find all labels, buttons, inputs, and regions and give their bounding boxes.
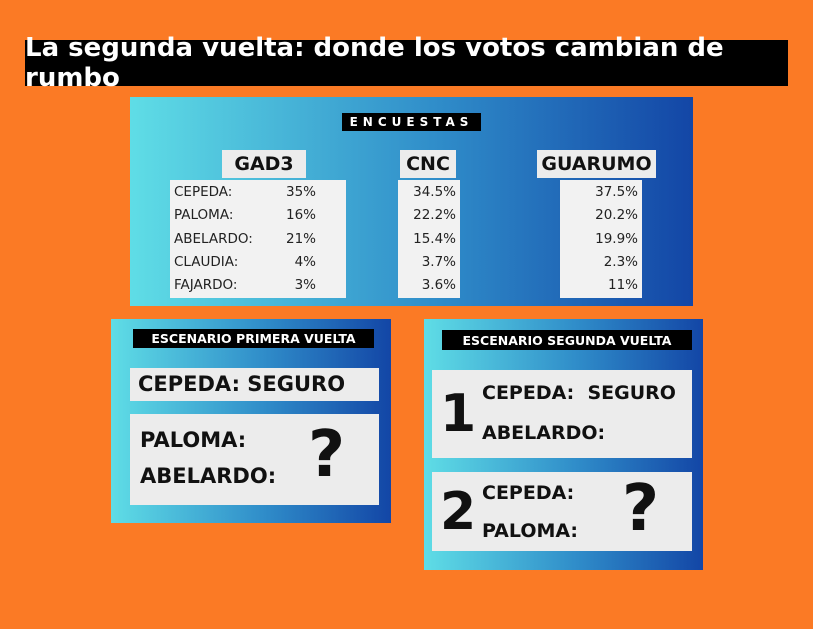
poll-value: 19.9% [595, 231, 638, 247]
contender: ABELARDO: [140, 464, 277, 488]
scenario-number: 1 [440, 384, 477, 444]
candidate-name: CLAUDIA: [174, 254, 239, 270]
poll-value: 15.4% [413, 231, 456, 247]
scenario-box: 2 CEPEDA: PALOMA: ? [432, 472, 692, 551]
poll-value: 2.3% [603, 254, 638, 270]
candidate-name: PALOMA: [174, 207, 234, 223]
poll-value: 22.2% [413, 207, 456, 223]
poll-value: 3% [294, 277, 316, 293]
scenario-number: 2 [440, 482, 477, 542]
poll-value: 21% [285, 231, 316, 247]
pollster-name: GAD3 [222, 150, 306, 178]
scenario-line: CEPEDA: SEGURO [482, 382, 676, 404]
scenario-box: 1 CEPEDA: SEGURO ABELARDO: [432, 370, 692, 458]
poll-value: 37.5% [595, 184, 638, 200]
poll-table: 34.5% 22.2% 15.4% 3.7% 3.6% [398, 180, 460, 298]
candidate-name: CEPEDA: [174, 184, 233, 200]
poll-value: 4% [294, 254, 316, 270]
polls-label: ENCUESTAS [342, 113, 481, 131]
poll-table: 37.5% 20.2% 19.9% 2.3% 11% [560, 180, 642, 298]
scenario-line: CEPEDA: [482, 482, 575, 504]
candidate-name: FAJARDO: [174, 277, 238, 293]
pollster-name: GUARUMO [537, 150, 656, 178]
candidate-name: ABELARDO: [174, 231, 253, 247]
scenario-line: PALOMA: [482, 520, 579, 542]
pollster-name: CNC [400, 150, 456, 178]
poll-value: 11% [607, 277, 638, 293]
poll-table: CEPEDA: 35% PALOMA: 16% ABELARDO: 21% CLAUDIA:… [170, 180, 346, 298]
poll-value: 34.5% [413, 184, 456, 200]
unknown-mark: ? [622, 472, 660, 546]
contender: PALOMA: [140, 428, 247, 452]
first-round-label: ESCENARIO PRIMERA VUELTA [133, 329, 374, 348]
poll-value: 3.7% [421, 254, 456, 270]
safe-candidate: CEPEDA: SEGURO [130, 368, 379, 401]
scenario-line: ABELARDO: [482, 422, 606, 444]
contenders-box: PALOMA: ABELARDO: ? [130, 414, 379, 505]
poll-value: 3.6% [421, 277, 456, 293]
poll-value: 35% [285, 184, 316, 200]
title: La segunda vuelta: donde los votos cambi… [25, 33, 788, 93]
poll-value: 20.2% [595, 207, 638, 223]
unknown-mark: ? [308, 418, 346, 492]
second-round-label: ESCENARIO SEGUNDA VUELTA [442, 330, 692, 350]
poll-value: 16% [285, 207, 316, 223]
